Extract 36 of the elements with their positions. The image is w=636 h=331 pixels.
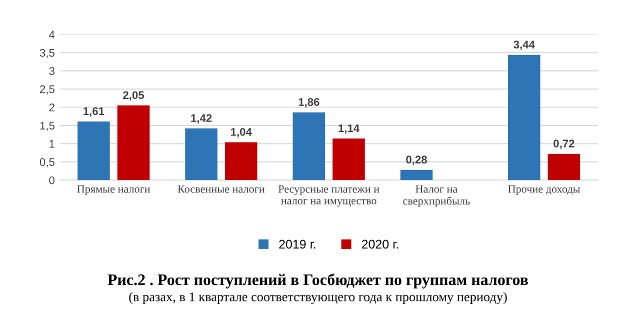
data-label: 1,14 [338, 124, 360, 134]
y-tick-label: 3 [49, 67, 54, 75]
data-label: 0,28 [406, 156, 427, 166]
bar [548, 154, 580, 180]
bar [508, 54, 540, 180]
bar [292, 112, 326, 180]
text: (в разах, в 1 квартале соответствующего года к прошлому периоду) [129, 292, 507, 304]
y-tick-label: 2,5 [40, 85, 54, 94]
data-label: 1,42 [191, 114, 212, 124]
bar [332, 138, 365, 180]
y-tick-label: 0 [49, 176, 54, 184]
legend-label: 2019 г. [279, 240, 316, 249]
x-tick-label: Налог на сверхприбыль [403, 185, 470, 207]
y-tick-label: 3,5 [40, 48, 54, 58]
bar [117, 105, 150, 180]
y-tick-label: 4 [49, 30, 55, 38]
data-label: 1,86 [298, 98, 320, 108]
bar [224, 142, 258, 180]
x-tick-label: Прямые налоги [77, 185, 150, 195]
data-label: 1,61 [84, 107, 104, 117]
x-tick-label: Косвенные налоги [178, 185, 265, 193]
bar [78, 121, 110, 180]
x-tick-label: Прочие доходы [508, 185, 580, 195]
bar [185, 128, 218, 180]
y-tick-label: 1,5 [40, 122, 54, 131]
bar [400, 170, 433, 180]
data-label: 3,44 [514, 40, 535, 50]
text: Рис.2 . Рост поступлений в Госбюджет по группам налогов [108, 274, 528, 288]
data-label: 1,04 [230, 128, 252, 138]
data-label: 0,72 [554, 140, 574, 150]
data-label: 2,05 [123, 91, 144, 101]
y-tick-label: 2 [49, 104, 54, 112]
y-tick-label: 1 [50, 140, 54, 148]
x-tick-label: Ресурсные платежи и налог на имущество [278, 185, 380, 207]
y-tick-label: 0,5 [40, 158, 54, 168]
legend-label: 2020 г. [362, 240, 398, 249]
